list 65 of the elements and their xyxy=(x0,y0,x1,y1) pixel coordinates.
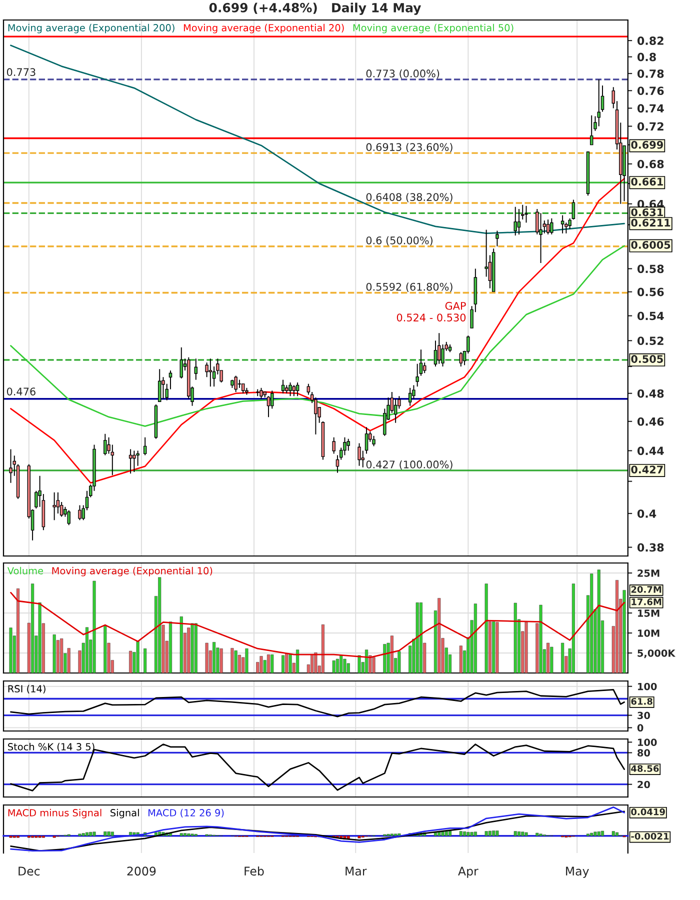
annotation: 17.6M xyxy=(632,598,662,606)
y-tick-label: 25M xyxy=(638,569,660,577)
annotation: 20.7M xyxy=(631,586,662,593)
y-tick-label: 20 xyxy=(638,780,650,788)
y-tick-label: 30 xyxy=(638,712,650,720)
x-tick-label: Feb xyxy=(244,866,264,876)
x-tick-label: Mar xyxy=(346,866,367,876)
series-label: MACD minus Signal xyxy=(8,808,102,818)
text: Signal xyxy=(110,808,139,818)
ref-line-label: 0.6408 (38.20%) xyxy=(366,192,452,202)
series-label: Moving average (Exponential 200) xyxy=(8,24,174,34)
annotation: 0.661 xyxy=(631,178,663,186)
y-tick-label: 100 xyxy=(638,682,657,690)
text: Moving average (Exponential 20) xyxy=(184,24,344,34)
y-tick-label: 80 xyxy=(638,749,650,757)
annotation: 0.427 xyxy=(631,466,663,474)
x-tick-label: Apr xyxy=(458,866,478,878)
y-tick-label: 0.8 xyxy=(637,52,656,62)
y-tick-label: 0.72 xyxy=(637,122,664,131)
series-label: RSI (14) xyxy=(8,684,46,694)
annotation: 0.773 xyxy=(6,68,36,76)
y-tick-label: 0.52 xyxy=(637,336,664,346)
x-tick-label: 2009 xyxy=(127,866,156,876)
y-tick-label: 0.56 xyxy=(637,288,664,296)
y-tick-label: 0.58 xyxy=(637,264,664,274)
x-tick-label: May xyxy=(566,866,589,878)
text: Moving average (Exponential 10) xyxy=(52,566,212,576)
series-label: Volume xyxy=(7,566,44,574)
annotation: 61.8 xyxy=(631,698,652,705)
series-label: Stoch %K (14 3 5) xyxy=(8,742,94,752)
y-tick-label: 5,000K xyxy=(638,649,676,658)
y-tick-label: 0.82 xyxy=(637,36,664,45)
annotation: 48.56 xyxy=(631,765,659,772)
ref-line-label: 0.427 (100.00%) xyxy=(366,460,452,470)
y-tick-label: 0.54 xyxy=(637,312,664,320)
y-tick-label: 0.76 xyxy=(637,86,664,96)
x-tick-label: Dec xyxy=(18,866,40,876)
y-tick-label: 0 xyxy=(637,724,644,732)
annotation: 0.476 xyxy=(6,388,36,396)
ref-line-label: 0.6913 (23.60%) xyxy=(366,142,452,152)
y-tick-label: 0.68 xyxy=(637,160,664,168)
y-tick-label: 0.4 xyxy=(637,509,656,518)
y-tick-label: 0.78 xyxy=(637,69,664,78)
annotation: 0.6211 xyxy=(631,218,670,227)
y-tick-label: 15M xyxy=(638,610,660,617)
y-tick-label: 0.48 xyxy=(637,389,664,398)
ref-line-label: 0.5592 (61.80%) xyxy=(366,282,452,292)
y-tick-label: 0.44 xyxy=(637,446,664,456)
y-tick-label: 100 xyxy=(638,738,657,746)
y-tick-label: 0.46 xyxy=(637,417,664,426)
annotation: 0.0419 xyxy=(631,808,665,816)
annotation: -0.0021 xyxy=(631,832,669,840)
y-tick-label: 10M xyxy=(638,629,660,637)
series-label: MACD (12 26 9) xyxy=(148,808,224,818)
annotation: 0.631 xyxy=(631,208,663,216)
ref-line-label: 0.6 (50.00%) xyxy=(366,236,432,246)
chart-title: 0.699 (+4.48%) Daily 14 May xyxy=(209,2,422,15)
annotation: 0.6005 xyxy=(631,240,670,249)
annotation: GAP 0.524 - 0.530 xyxy=(396,302,466,322)
y-tick-label: 0.38 xyxy=(637,543,664,552)
ref-line-label: 0.773 (0.00%) xyxy=(366,69,440,79)
annotation: 0.699 xyxy=(631,140,663,149)
y-tick-label: 0.74 xyxy=(637,104,664,113)
annotation: 0.505 xyxy=(631,355,663,363)
text: Moving average (Exponential 50) xyxy=(353,24,514,34)
